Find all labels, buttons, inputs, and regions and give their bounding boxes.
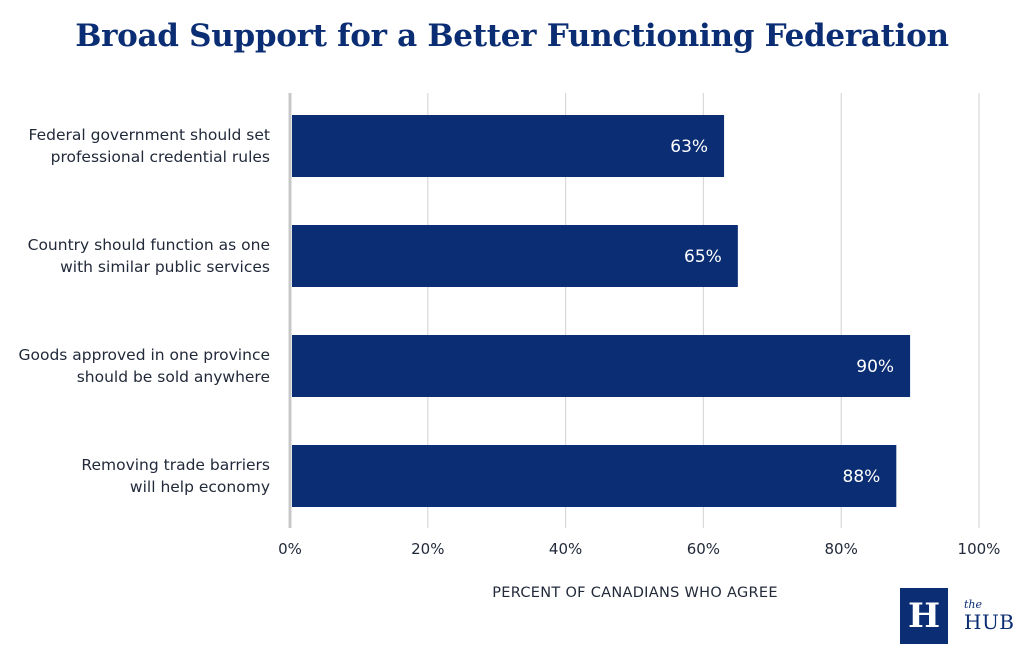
x-tick-label: 0% bbox=[278, 540, 302, 558]
bar bbox=[292, 225, 738, 287]
bar bbox=[292, 445, 897, 507]
category-label: Federal government should set professiona… bbox=[0, 124, 270, 168]
hub-logo-the: the bbox=[964, 598, 983, 611]
category-label-line: should be sold anywhere bbox=[76, 368, 270, 386]
category-label-line: Federal government should set bbox=[28, 126, 270, 144]
hub-logo-mark: H bbox=[900, 588, 948, 644]
bar-value-label: 90% bbox=[856, 357, 894, 377]
x-tick-label: 60% bbox=[686, 540, 721, 558]
x-tick-label: 40% bbox=[548, 540, 583, 558]
chart-title: Broad Support for a Better Functioning F… bbox=[75, 18, 949, 54]
category-label-line: professional credential rules bbox=[50, 148, 270, 166]
bar-value-label: 88% bbox=[843, 467, 881, 487]
category-label: Country should function as one with simil… bbox=[0, 234, 270, 278]
bar-value-label: 63% bbox=[670, 137, 708, 157]
x-tick-label: 80% bbox=[824, 540, 858, 558]
category-label-line: with similar public services bbox=[60, 258, 270, 276]
bar bbox=[292, 115, 725, 177]
bar-value-label: 65% bbox=[684, 247, 722, 267]
hub-logo-hub: HUB bbox=[964, 610, 1015, 634]
category-label-line: Goods approved in one province bbox=[18, 346, 270, 364]
category-label: Removing trade barriers will help economy bbox=[0, 454, 270, 498]
category-label-line: Country should function as one bbox=[27, 236, 270, 254]
category-label: Goods approved in one province should be … bbox=[0, 344, 270, 388]
bar bbox=[292, 335, 911, 397]
category-label-line: Removing trade barriers bbox=[81, 456, 270, 474]
hub-logo: H the HUB bbox=[900, 588, 1015, 646]
x-tick-label: 20% bbox=[411, 540, 445, 558]
category-label-line: will help economy bbox=[129, 478, 270, 496]
x-tick-label: 100% bbox=[957, 540, 1001, 558]
x-axis-label: PERCENT OF CANADIANS WHO AGREE bbox=[492, 585, 778, 601]
